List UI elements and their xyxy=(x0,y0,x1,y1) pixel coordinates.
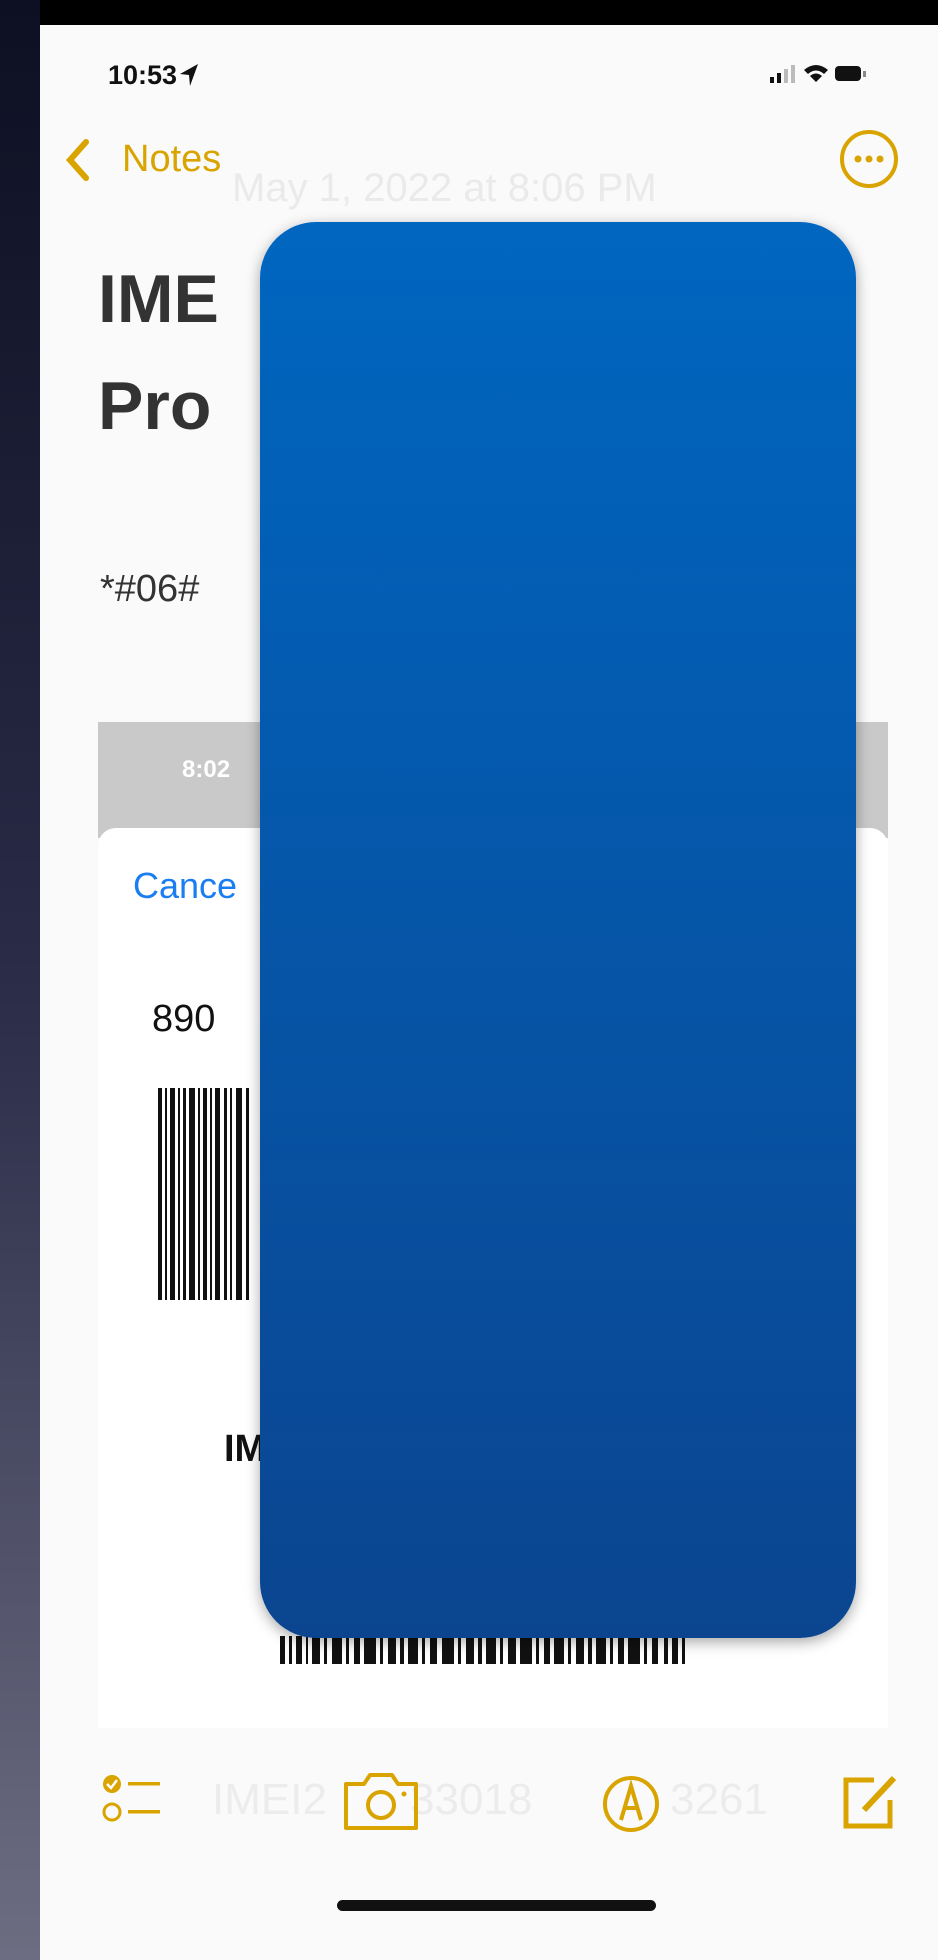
home-indicator xyxy=(337,1900,656,1911)
faded-text: 3261 xyxy=(670,1778,768,1822)
note-title-line: Pro xyxy=(98,372,211,440)
background-strip xyxy=(0,0,40,1960)
page: 10:53 Notes May 1, 2022 at 8:06 PM IME P… xyxy=(0,0,938,1960)
camera-button[interactable] xyxy=(340,1770,424,1834)
note-title-line: IME xyxy=(98,265,219,333)
back-button[interactable]: Notes xyxy=(122,140,221,178)
note-code: *#06# xyxy=(100,570,199,608)
compose-button[interactable] xyxy=(838,1770,904,1834)
embedded-cancel: Cance xyxy=(133,868,237,904)
barcode xyxy=(280,1636,710,1664)
status-time: 10:53 xyxy=(108,62,177,89)
redaction-overlay xyxy=(260,222,856,1638)
faded-text: IMEI2 xyxy=(212,1778,327,1822)
note-date: May 1, 2022 at 8:06 PM xyxy=(232,168,657,208)
markup-button[interactable] xyxy=(596,1770,666,1836)
back-chevron[interactable] xyxy=(62,138,92,182)
embedded-number: 890 xyxy=(152,1000,215,1038)
barcode xyxy=(158,1088,258,1300)
more-button[interactable] xyxy=(836,126,902,192)
embedded-time: 8:02 xyxy=(182,758,230,782)
checklist-button[interactable] xyxy=(100,1770,170,1830)
location-icon xyxy=(178,62,200,88)
status-icons xyxy=(770,60,870,90)
faded-text: 33018 xyxy=(410,1778,532,1822)
